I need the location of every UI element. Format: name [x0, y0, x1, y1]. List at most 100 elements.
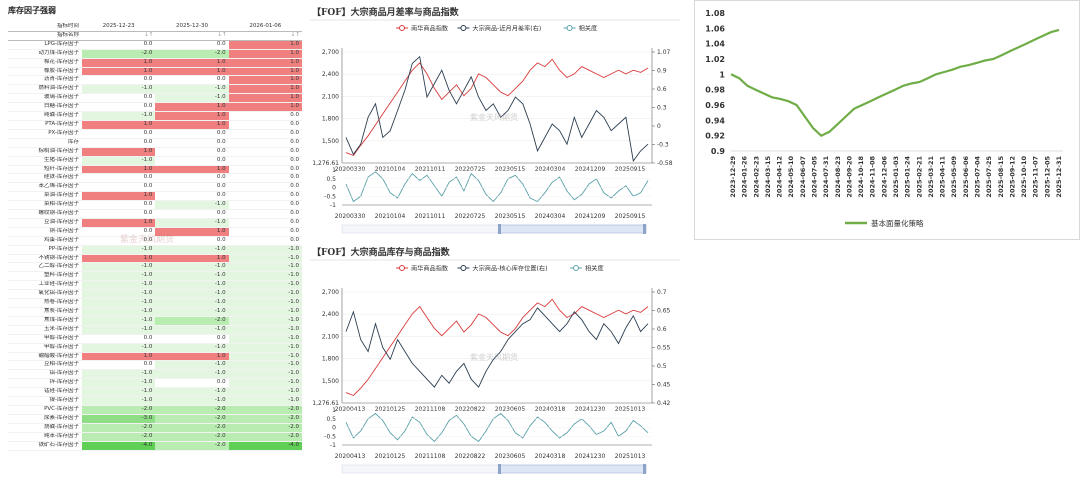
row-name: 锰硅-库存因子: [8, 387, 82, 398]
row-name: 豆粕-库存因子: [8, 360, 82, 371]
row-value: -2.0: [82, 405, 156, 415]
row-value: -1.0: [155, 200, 229, 211]
inventory-factor-table: 指标时间 2025-12-23 2025-12-30 2026-01-06 指标…: [8, 23, 302, 451]
row-value: -1.0: [228, 262, 302, 273]
row-value: -1.0: [228, 316, 302, 326]
x-tick-label: 20210104: [375, 166, 406, 173]
table-row: 玻璃-库存因子 0.0 -1.0 1.0: [8, 93, 302, 104]
left-tick-label: 1,800: [322, 356, 339, 363]
table-row: 铝-库存因子 -1.0 -1.0 -1.0: [8, 369, 302, 380]
sub-tick-label: -0.5: [324, 433, 336, 440]
sub-x-tick-label: 20241209: [575, 213, 606, 220]
legend-label: 相关度: [585, 265, 604, 273]
table-row: 乙二醇-库存因子 -1.0 -1.0 -1.0: [8, 262, 302, 273]
table-row: 尿素-库存因子 -3.0 -2.0 -2.0: [8, 414, 302, 424]
x-tick-label: 2025-06-06: [962, 156, 970, 198]
table-row: 热卷-库存因子 -1.0 -1.0 -1.0: [8, 298, 302, 308]
sub-x-tick-label: 20220822: [455, 453, 486, 460]
row-value: 0.0: [228, 129, 302, 139]
row-name: PP-库存因子: [8, 245, 82, 255]
row-value: -2.0: [82, 423, 156, 433]
row-name: PX-库存因子: [8, 129, 82, 139]
table-row: 锰硅-库存因子 -1.0 -1.0 -1.0: [8, 387, 302, 398]
table-row: 硅铁-库存因子 0.0 0.0 0.0: [8, 173, 302, 184]
row-name: 铝-库存因子: [8, 369, 82, 380]
row-value: 0.0: [228, 138, 302, 148]
y-tick-label: 1.08: [705, 9, 725, 18]
row-name: 橡胶-库存因子: [8, 67, 82, 77]
x-tick-label: 20240318: [535, 406, 566, 413]
table-row: 铁矿石-库存因子 -4.0 -2.0 -4.0: [8, 441, 302, 451]
table-row: 螺纹钢-库存因子 0.0 0.0 0.0: [8, 209, 302, 219]
x-tick-label: 2025-07-25: [985, 156, 993, 198]
right-tick-label: 0.55: [657, 345, 671, 352]
row-value: 0.0: [228, 218, 302, 228]
y-tick-label: 0.92: [705, 132, 725, 141]
row-value: 1.0: [155, 120, 229, 130]
x-tick-label: 2025-01-03: [892, 156, 900, 198]
table-row: 铜-库存因子 0.0 1.0 0.0: [8, 227, 302, 237]
chart-watermark: 紫金天风期货: [470, 112, 518, 122]
row-value: -1.0: [228, 387, 302, 398]
table-row: 硼醋酸-库存因子 1.0 1.0 -1.0: [8, 352, 302, 362]
row-value: 0.0: [82, 236, 156, 246]
table-row: 塑料-库存因子 -1.0 -1.0 -1.0: [8, 271, 302, 282]
x-tick-label: 2024-03-15: [764, 156, 772, 198]
row-value: -1.0: [155, 343, 229, 353]
x-tick-label: 20241209: [575, 166, 606, 173]
table-row: 焦煤-库存因子 -1.0 -2.0 -1.0: [8, 316, 302, 326]
x-tick-label: 20251013: [615, 406, 646, 413]
x-tick-label: 2024-04-12: [776, 156, 784, 198]
row-name: PTA-库存因子: [8, 120, 82, 130]
row-value: -2.0: [155, 49, 229, 59]
table-row: 沥青-库存因子 0.0 0.0 1.0: [8, 75, 302, 86]
y-tick-label: 1: [719, 70, 725, 79]
row-value: 1.0: [155, 227, 229, 237]
x-tick-label: 20210125: [375, 406, 406, 413]
row-value: 0.0: [82, 173, 156, 184]
row-value: -1.0: [82, 325, 156, 335]
row-name: 不锈钢-库存因子: [8, 254, 82, 264]
row-value: -1.0: [155, 280, 229, 291]
table-row: 菜粕-库存因子 0.0 -1.0 0.0: [8, 200, 302, 211]
sort-button-3[interactable]: ↓↑: [228, 31, 302, 41]
table-row: 库存 0.0 0.0 0.0: [8, 138, 302, 148]
sub-x-tick-label: 20211108: [415, 453, 446, 460]
x-tick-label: 2024-07-05: [811, 156, 819, 198]
header-label-2: 指标名称: [8, 31, 82, 41]
row-value: -1.0: [228, 271, 302, 282]
row-value: 0.0: [155, 182, 229, 193]
sort-button-1[interactable]: ↓↑: [82, 31, 156, 41]
row-value: 1.0: [228, 75, 302, 86]
row-value: 1.0: [82, 165, 156, 175]
row-value: 1.0: [228, 58, 302, 68]
sub-tick-label: -1: [330, 202, 336, 209]
x-tick-label: 2024-02-23: [752, 156, 760, 198]
row-name: 库存: [8, 138, 82, 148]
x-tick-label: 2025-03-21: [927, 156, 935, 198]
row-value: 0.0: [155, 236, 229, 246]
row-value: -1.0: [155, 307, 229, 317]
legend-marker: [399, 25, 405, 31]
x-tick-label: 2025-12-05: [1043, 156, 1051, 198]
sub-tick-label: -0.5: [324, 193, 336, 200]
left-tick-label: 1,500: [322, 138, 339, 145]
row-value: -1.0: [228, 343, 302, 353]
table-row: 工业硅-库存因子 -1.0 -1.0 -1.0: [8, 280, 302, 291]
row-name: 菜油-库存因子: [8, 191, 82, 202]
sort-button-2[interactable]: ↓↑: [155, 31, 229, 41]
row-value: -1.0: [82, 307, 156, 317]
x-tick-label: 2025-04-11: [939, 156, 947, 198]
row-value: -1.0: [155, 325, 229, 335]
table-title: 库存因子强弱: [8, 6, 56, 15]
row-value: 1.0: [228, 84, 302, 95]
row-value: -1.0: [155, 262, 229, 273]
row-name: 玻璃-库存因子: [8, 93, 82, 104]
row-value: 1.0: [82, 120, 156, 130]
row-value: 0.0: [155, 334, 229, 344]
row-value: -1.0: [82, 378, 156, 389]
x-tick-label: 20211011: [415, 166, 446, 173]
right-tick-label: 0.6: [657, 326, 667, 333]
left-tick-label: 2,700: [322, 49, 339, 56]
